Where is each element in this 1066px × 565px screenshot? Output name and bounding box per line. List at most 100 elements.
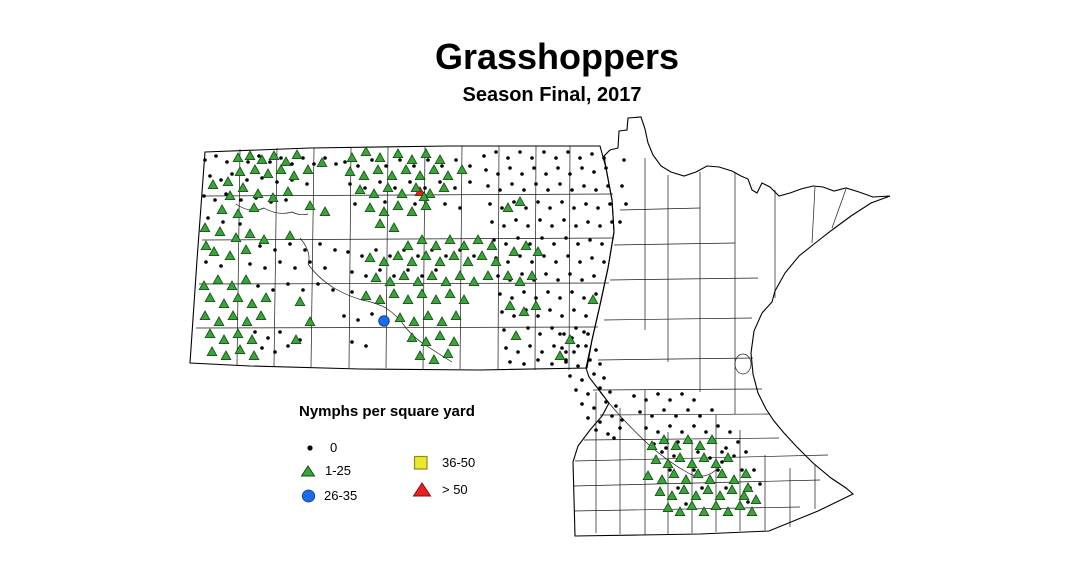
map-point-black-dot [378, 268, 382, 272]
map-point-green-triangle [434, 256, 446, 266]
map-point-black-dot [560, 346, 564, 350]
map-point-green-triangle [226, 280, 238, 290]
map-point-black-dot [618, 426, 622, 430]
map-point-black-dot [468, 164, 472, 168]
map-point-black-dot [716, 424, 720, 428]
map-point-black-dot [752, 468, 756, 472]
map-point-black-dot [213, 198, 217, 202]
map-point-green-triangle [227, 310, 239, 320]
legend-yellow-square-icon [413, 455, 428, 470]
map-point-black-dot [740, 468, 744, 472]
map-point-black-dot [568, 272, 572, 276]
map-point-black-dot [584, 314, 588, 318]
map-point-green-triangle [698, 506, 710, 516]
map-point-black-dot [516, 236, 520, 240]
map-point-black-dot [518, 150, 522, 154]
map-point-black-dot [580, 378, 584, 382]
map-point-black-dot [540, 236, 544, 240]
map-point-black-dot [305, 182, 309, 186]
map-point-green-triangle [408, 316, 420, 326]
map-point-black-dot [598, 362, 602, 366]
map-point-green-triangle [680, 474, 692, 484]
map-point-black-dot [318, 242, 322, 246]
map-point-black-dot [508, 166, 512, 170]
map-point-black-dot [406, 268, 410, 272]
map-point-green-triangle [510, 330, 522, 340]
map-point-black-dot [610, 414, 614, 418]
map-point-black-dot [458, 206, 462, 210]
map-point-green-triangle [448, 336, 460, 346]
map-point-black-dot [620, 184, 624, 188]
map-point-black-dot [644, 398, 648, 402]
map-point-green-triangle [750, 494, 762, 504]
map-point-green-triangle [374, 294, 386, 304]
map-point-black-dot [522, 188, 526, 192]
map-point-green-triangle [434, 330, 446, 340]
map-point-black-dot [572, 308, 576, 312]
map-point-black-dot [271, 288, 275, 292]
map-point-green-triangle [436, 316, 448, 326]
map-point-green-triangle [284, 230, 296, 240]
map-point-black-dot [542, 150, 546, 154]
map-point-black-dot [546, 290, 550, 294]
map-point-black-dot [580, 278, 584, 282]
map-point-black-dot [592, 170, 596, 174]
map-point-green-triangle [244, 228, 256, 238]
map-point-black-dot [528, 242, 532, 246]
map-point-green-triangle [694, 440, 706, 450]
map-point-green-triangle [400, 164, 412, 174]
legend-item-0: 0 [306, 440, 337, 455]
map-point-black-dot [522, 290, 526, 294]
map-point-black-dot [284, 198, 288, 202]
map-point-green-triangle [406, 206, 418, 216]
map-point-green-triangle [734, 500, 746, 510]
map-point-black-dot [536, 358, 540, 362]
map-point-black-dot [438, 180, 442, 184]
map-point-green-triangle [207, 179, 219, 189]
map-point-green-triangle [302, 164, 314, 174]
map-point-black-dot [546, 188, 550, 192]
map-point-green-triangle [204, 292, 216, 302]
map-point-green-triangle [316, 157, 328, 167]
map-point-black-dot [594, 292, 598, 296]
map-point-black-dot [225, 160, 229, 164]
chart-title: Grasshoppers [434, 36, 680, 77]
map-point-black-dot [692, 468, 696, 472]
map-point-green-triangle [420, 250, 432, 260]
map-point-black-dot [323, 156, 327, 160]
map-point-green-triangle [490, 256, 502, 266]
map-point-green-triangle [416, 288, 428, 298]
map-point-black-dot [484, 168, 488, 172]
map-point-green-triangle [382, 182, 394, 192]
map-point-green-triangle [462, 256, 474, 266]
map-point-black-dot [239, 198, 243, 202]
map-point-green-triangle [450, 310, 462, 320]
map-point-green-triangle [378, 256, 390, 266]
map-point-black-dot [590, 256, 594, 260]
map-point-green-triangle [344, 166, 356, 176]
map-point-black-dot [370, 312, 374, 316]
map-point-black-dot [286, 344, 290, 348]
map-point-green-triangle [275, 164, 287, 174]
map-point-black-dot [333, 248, 337, 252]
map-point-green-triangle [268, 150, 280, 160]
map-point-green-triangle [394, 312, 406, 322]
legend-label: 1-25 [325, 463, 352, 478]
map-point-green-triangle [398, 270, 410, 280]
map-point-green-triangle [420, 148, 432, 158]
map-point-green-triangle [237, 182, 249, 192]
map-point-black-dot [618, 220, 622, 224]
map-point-green-triangle [706, 434, 718, 444]
map-point-green-triangle [360, 290, 372, 300]
map-point-green-triangle [486, 240, 498, 250]
map-point-green-triangle [650, 454, 662, 464]
map-point-green-triangle [206, 346, 218, 356]
map-point-black-dot [530, 260, 534, 264]
map-point-green-triangle [424, 188, 436, 198]
map-point-green-triangle [248, 350, 260, 360]
map-point-black-dot [746, 500, 750, 504]
map-point-green-triangle [406, 256, 418, 266]
map-point-green-triangle [426, 270, 438, 280]
points-layer [198, 146, 762, 516]
map-point-black-dot [568, 172, 572, 176]
